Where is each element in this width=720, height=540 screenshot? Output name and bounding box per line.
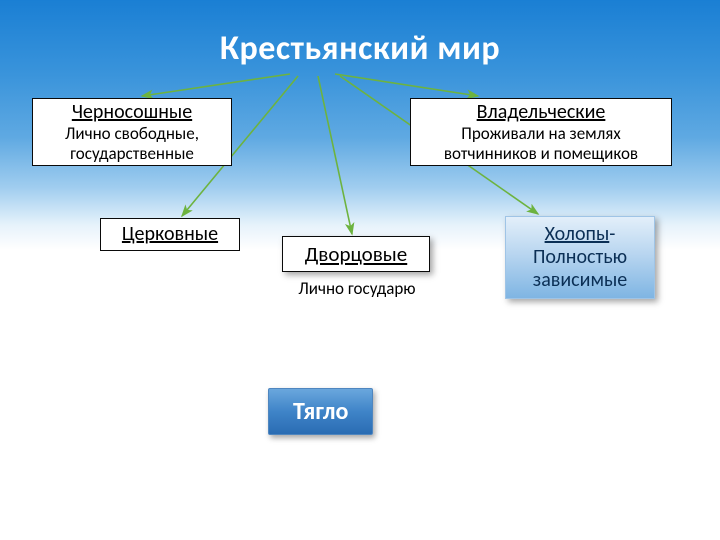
node-kholopy-dash: - (609, 222, 615, 246)
node-kholopy-heading: Холопы (545, 222, 610, 246)
node-kholopy: Холопы- Полностью зависимые (505, 216, 655, 299)
node-dvortsovye-sub: Лично государю (275, 278, 439, 299)
node-vladelcheskie-sub: Проживали на землях вотчинников и помещи… (417, 124, 665, 163)
page-title: Крестьянский мир (0, 28, 720, 69)
node-dvortsovye-heading: Дворцовые (305, 241, 407, 267)
node-chernososhnye: Черносошные Лично свободные, государстве… (32, 98, 232, 166)
bottom-label-text: Тягло (293, 397, 348, 426)
node-chernososhnye-sub: Лично свободные, государственные (39, 124, 225, 163)
node-vladelcheskie: Владельческие Проживали на землях вотчин… (410, 98, 672, 166)
node-vladelcheskie-heading: Владельческие (417, 101, 665, 124)
node-kholopy-sub: Полностью зависимые (533, 245, 628, 292)
node-chernososhnye-heading: Черносошные (39, 101, 225, 124)
node-dvortsovye: Дворцовые (282, 236, 430, 272)
node-tserkovnye-heading: Церковные (122, 222, 218, 246)
node-tserkovnye: Церковные (100, 218, 240, 251)
bottom-label: Тягло (268, 388, 373, 435)
